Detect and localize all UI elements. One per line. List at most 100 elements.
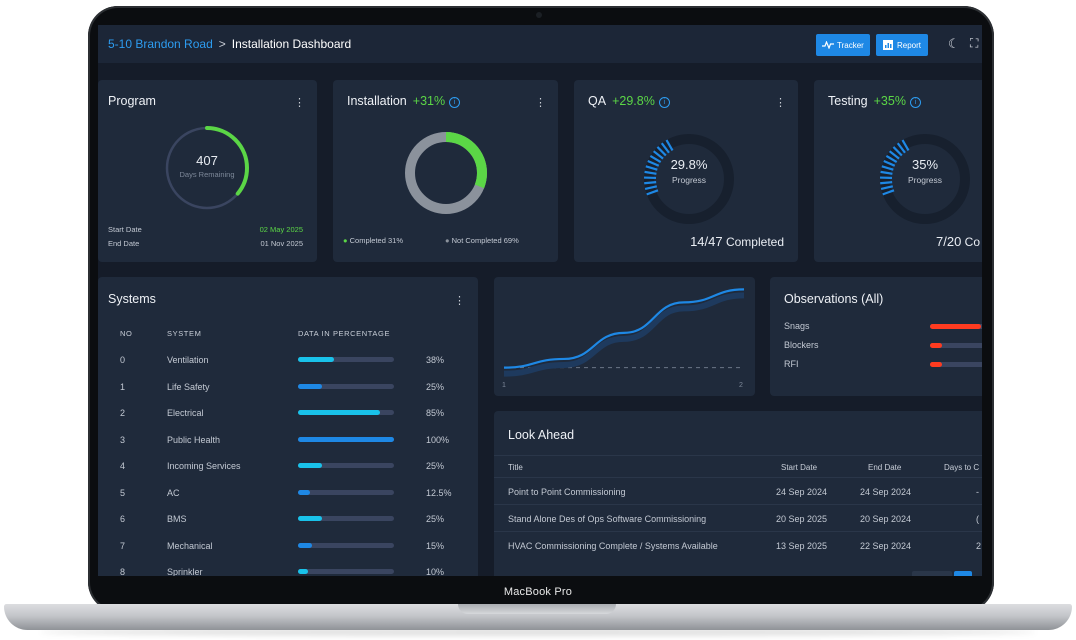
system-no: 7 — [120, 540, 126, 551]
lookahead-table-row[interactable]: HVAC Commissioning Complete / Systems Av… — [494, 531, 982, 558]
qa-gauge-tick — [646, 189, 659, 196]
testing-gauge-tick — [896, 142, 906, 154]
pulse-icon — [822, 41, 834, 49]
system-percentage: 100% — [426, 434, 450, 445]
system-name: Electrical — [167, 408, 204, 418]
qa-gauge-tick — [644, 181, 657, 185]
system-name: Mechanical — [167, 540, 213, 551]
lookahead-col-title: Title — [508, 463, 523, 472]
system-no: 1 — [120, 381, 126, 392]
system-progress-track — [298, 410, 394, 415]
not-completed-legend-label: Not Completed 69% — [451, 236, 519, 245]
system-progress-fill — [298, 489, 310, 495]
observations-card: Observations (All) Snags Blockers RFI — [770, 277, 982, 396]
qa-gauge-tick — [644, 170, 657, 175]
system-name: Public Health — [167, 434, 221, 445]
lookahead-row-end: 22 Sep 2024 — [860, 541, 912, 551]
system-progress-fill — [298, 516, 322, 521]
system-percentage: 25% — [426, 381, 445, 392]
qa-gauge-tick — [647, 159, 660, 167]
testing-title: Testing — [828, 94, 868, 108]
program-ring — [165, 126, 249, 210]
fullscreen-icon[interactable]: ⛶ — [970, 36, 979, 50]
lookahead-row-days: - — [976, 487, 979, 497]
testing-change: +35% — [873, 94, 906, 108]
qa-header: QA +29.8% i — [588, 94, 670, 108]
system-name: Incoming Services — [167, 461, 241, 471]
lookahead-header-row: Title Start Date End Date Days to C — [494, 455, 982, 478]
breadcrumb-project-link[interactable]: 5-10 Brandon Road — [108, 37, 213, 51]
lookahead-row-start: 13 Sep 2025 — [776, 541, 828, 551]
dark-mode-toggle-icon[interactable]: ☾ — [948, 36, 960, 51]
not-completed-legend: ● Not Completed 69% — [445, 236, 519, 245]
chart-x-tick-label: 1 — [502, 382, 506, 389]
completed-legend: ● Completed 31% — [343, 236, 403, 245]
qa-count-suffix: Completed — [725, 235, 784, 249]
testing-gauge-value: 35% — [911, 157, 939, 172]
system-progress-fill — [298, 436, 394, 442]
testing-gauge-tick — [880, 170, 893, 175]
systems-table-row: 1 Life Safety 25% — [98, 382, 478, 408]
installation-completed-arc — [405, 132, 487, 214]
system-percentage: 12.5% — [426, 487, 452, 498]
completed-dot-icon: ● — [343, 236, 348, 245]
systems-table-row: 3 Public Health 100% — [98, 435, 478, 461]
installation-menu-icon[interactable]: ⋮ — [535, 97, 546, 109]
system-progress-track — [298, 489, 394, 495]
breadcrumb-separator: > — [218, 37, 226, 51]
system-progress-fill — [298, 383, 322, 389]
systems-table-row: 2 Electrical 85% — [98, 408, 478, 434]
systems-col-system: SYSTEM — [167, 329, 202, 338]
testing-card: Testing +35% i 35% Progress 7/20 Co — [814, 80, 982, 262]
qa-gauge-tick — [645, 165, 658, 171]
end-date-value: 01 Nov 2025 — [260, 239, 303, 248]
lookahead-table-row[interactable]: Stand Alone Des of Ops Software Commissi… — [494, 504, 982, 531]
breadcrumb: 5-10 Brandon Road > Installation Dashboard — [108, 37, 351, 51]
chart-x-tick-label: 2 — [739, 382, 743, 389]
systems-col-percentage: DATA IN PERCENTAGE — [298, 329, 391, 338]
chart-series-shadow — [503, 292, 745, 377]
system-percentage: 15% — [426, 540, 445, 551]
lookahead-table-row[interactable]: Point to Point Commissioning 24 Sep 2024 2… — [494, 477, 982, 504]
qa-title: QA — [588, 94, 607, 108]
camera-dot — [536, 12, 542, 18]
completed-legend-label: Completed 31% — [349, 236, 403, 245]
info-icon[interactable]: i — [909, 97, 921, 108]
lookahead-col-end: End Date — [868, 463, 902, 472]
qa-menu-icon[interactable]: ⋮ — [775, 97, 786, 109]
lookahead-row-start: 24 Sep 2024 — [776, 487, 828, 497]
testing-count: 7/20 Co — [936, 234, 980, 249]
testing-gauge-tick — [882, 189, 895, 196]
info-icon[interactable]: i — [449, 97, 461, 108]
program-menu-icon[interactable]: ⋮ — [294, 97, 305, 109]
qa-gauge-tick — [652, 150, 664, 160]
screen: 5-10 Brandon Road > Installation Dashboard… — [98, 25, 982, 576]
device-label: MacBook Pro — [503, 586, 573, 598]
pagination-prev-button[interactable] — [912, 571, 952, 576]
tracker-button[interactable]: Tracker — [816, 34, 870, 56]
system-progress-track — [298, 383, 394, 389]
system-name: AC — [167, 487, 180, 498]
installation-header: Installation +31% i — [347, 94, 461, 108]
system-no: 0 — [120, 355, 126, 365]
testing-gauge-tick — [888, 150, 900, 160]
program-progress-arc — [165, 126, 249, 210]
pagination-page-button[interactable] — [954, 571, 972, 576]
system-progress-fill — [298, 357, 335, 362]
start-date-label: Start Date — [108, 225, 142, 234]
systems-menu-icon[interactable]: ⋮ — [454, 295, 465, 307]
laptop-notch — [458, 604, 616, 614]
system-name: Life Safety — [167, 381, 210, 392]
top-bar: 5-10 Brandon Road > Installation Dashboard… — [98, 25, 982, 63]
lookahead-row-days: 2 — [976, 541, 982, 551]
observation-progress-fill — [930, 343, 942, 348]
system-name: BMS — [167, 514, 187, 524]
info-icon[interactable]: i — [658, 97, 670, 108]
system-progress-track — [298, 516, 394, 521]
report-button-label: Report — [897, 40, 922, 50]
program-card: Program ⋮ 407 Days Remaining Start Date … — [98, 80, 317, 262]
qa-gauge-tick — [665, 139, 674, 151]
report-button[interactable]: Report — [876, 34, 928, 56]
lookahead-col-start: Start Date — [781, 463, 818, 472]
qa-count: 14/47 Completed — [690, 234, 784, 249]
